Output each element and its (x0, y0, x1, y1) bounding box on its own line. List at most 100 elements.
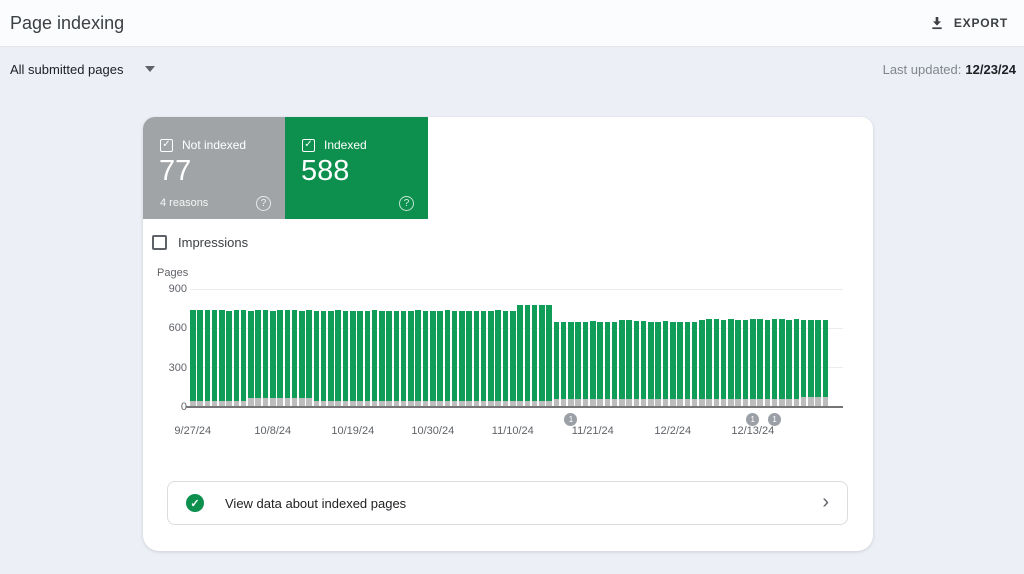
bar-not-indexed-segment (662, 398, 669, 407)
bar (670, 321, 676, 407)
bar-indexed-segment (357, 310, 363, 401)
bar-indexed-segment (633, 320, 640, 400)
bar-not-indexed-segment (750, 398, 756, 407)
annotation-badge[interactable]: 1 (564, 413, 578, 426)
bar (750, 319, 756, 407)
bar-indexed-segment (531, 305, 538, 401)
annotation-badge[interactable]: 1 (746, 413, 760, 426)
bar-not-indexed-segment (590, 398, 596, 407)
bar-indexed-segment (590, 321, 596, 399)
not-indexed-reasons: 4 reasons (160, 197, 209, 209)
bar-indexed-segment (408, 310, 414, 401)
bar-indexed-segment (480, 310, 487, 401)
bar-not-indexed-segment (233, 400, 240, 407)
bar-not-indexed-segment (211, 400, 218, 407)
checked-checkbox-icon[interactable]: ✓ (160, 138, 173, 152)
indexed-count: 588 (301, 155, 350, 187)
help-circle-icon[interactable]: ? (256, 196, 271, 211)
bar (255, 310, 262, 407)
bar-indexed-segment (488, 310, 494, 401)
bar (626, 320, 632, 407)
bar-indexed-segment (750, 319, 756, 399)
bar-not-indexed-segment (626, 399, 632, 407)
bar-indexed-segment (459, 310, 465, 401)
bar-indexed-segment (451, 310, 458, 401)
bar-not-indexed-segment (306, 398, 312, 407)
bar (611, 322, 618, 407)
bar (822, 319, 829, 407)
tab-indexed-head: ✓ Indexed (302, 138, 367, 152)
bar-not-indexed-segment (742, 398, 749, 407)
bar-indexed-segment (786, 319, 792, 399)
bar (517, 304, 523, 407)
bar-indexed-segment (320, 310, 327, 401)
top-bar: Page indexing EXPORT (0, 0, 1024, 47)
bar-not-indexed-segment (677, 399, 683, 407)
bar-not-indexed-segment (633, 399, 640, 407)
bar (466, 310, 472, 407)
bar-indexed-segment (226, 310, 232, 401)
bar (582, 321, 589, 407)
bar-indexed-segment (262, 309, 269, 398)
bar-not-indexed-segment (713, 398, 720, 407)
tab-not-indexed[interactable]: ✓ Not indexed 77 4 reasons ? (143, 117, 285, 219)
tab-indexed[interactable]: ✓ Indexed 588 ? (285, 117, 428, 219)
bar-indexed-segment (473, 310, 480, 401)
bar-not-indexed-segment (597, 399, 603, 407)
annotation-badge[interactable]: 1 (768, 413, 782, 426)
help-circle-icon[interactable]: ? (399, 196, 414, 211)
bar (473, 310, 480, 407)
export-button[interactable]: EXPORT (929, 15, 1008, 31)
bar-not-indexed-segment (466, 400, 472, 407)
bar-indexed-segment (808, 319, 814, 397)
bar-not-indexed-segment (277, 398, 283, 407)
bar-indexed-segment (313, 310, 320, 401)
bar-not-indexed-segment (291, 398, 298, 407)
indexing-chart: Pages 0 300 600 900 9/27/24 10/8/24 10/19/24 10… (143, 117, 873, 457)
page-filter-dropdown[interactable]: All submitted pages (10, 61, 156, 77)
bar (655, 321, 662, 407)
bar-indexed-segment (255, 310, 262, 399)
bar-not-indexed-segment (706, 398, 712, 407)
unchecked-checkbox-icon[interactable] (152, 235, 167, 250)
bar-indexed-segment (233, 309, 240, 401)
bar-not-indexed-segment (764, 398, 771, 407)
checked-checkbox-icon[interactable]: ✓ (302, 138, 315, 152)
bar-not-indexed-segment (328, 400, 334, 407)
bar (415, 310, 422, 407)
chevron-right-icon: › (822, 490, 829, 513)
impressions-toggle[interactable]: Impressions (152, 235, 248, 250)
bar-not-indexed-segment (517, 400, 523, 407)
bar (597, 321, 603, 407)
bar-indexed-segment (386, 310, 392, 401)
bar-indexed-segment (430, 310, 436, 401)
bar-indexed-segment (524, 304, 531, 401)
bar (808, 319, 814, 407)
bar-not-indexed-segment (808, 396, 814, 407)
view-indexed-data-button[interactable]: ✓ View data about indexed pages › (167, 481, 848, 525)
bar-not-indexed-segment (451, 400, 458, 407)
bar (590, 321, 596, 407)
last-updated-label: Last updated: (882, 61, 962, 77)
bar-not-indexed-segment (553, 399, 560, 407)
bar-indexed-segment (364, 310, 371, 401)
bar (422, 310, 429, 407)
page-filter-label: All submitted pages (10, 61, 124, 77)
bar-indexed-segment (655, 321, 662, 400)
bar (800, 319, 807, 407)
bar (342, 310, 349, 407)
bar (735, 319, 742, 407)
bar (459, 310, 465, 407)
bar-indexed-segment (757, 319, 763, 399)
bar-indexed-segment (539, 304, 545, 401)
bar-indexed-segment (415, 310, 422, 401)
bar (320, 310, 327, 407)
tab-indexed-label: Indexed (324, 138, 367, 152)
bar (713, 319, 720, 407)
bar (371, 310, 378, 407)
bar-indexed-segment (422, 310, 429, 401)
gridline (190, 367, 843, 369)
bar-not-indexed-segment (619, 399, 625, 407)
tab-not-indexed-label: Not indexed (182, 138, 247, 152)
bar (510, 310, 516, 407)
